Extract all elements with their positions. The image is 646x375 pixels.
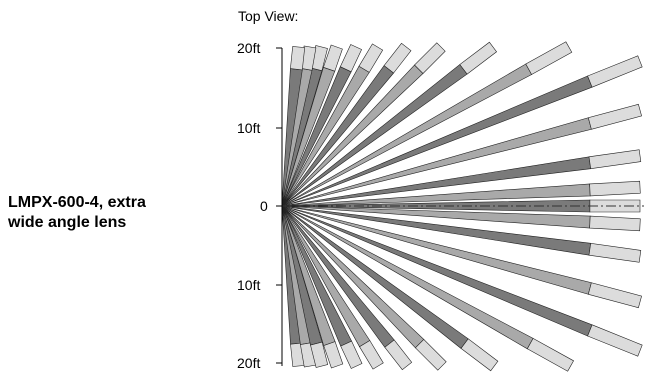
beam-tip [290, 46, 306, 71]
lens-label-line-1: LMPX-600-4, extra [8, 194, 146, 211]
beam-tip [525, 41, 573, 75]
lens-label: LMPX-600-4, extra wide angle lens [8, 193, 208, 233]
beam-tip [459, 41, 498, 75]
beam-tip [414, 42, 446, 74]
beam-tip [310, 341, 329, 368]
beam-tip [323, 341, 344, 369]
lens-label-line-2: wide angle lens [8, 214, 127, 231]
beam-tip [587, 55, 643, 88]
axis-label-20ft-bottom: 20ft [237, 355, 260, 371]
beam-tip [358, 43, 384, 73]
beam-tip [526, 337, 575, 372]
beam-tip [587, 282, 642, 309]
beam-tip [589, 180, 641, 197]
beam-tip [359, 340, 384, 370]
beam-tip [460, 338, 499, 372]
beam-tip [340, 340, 363, 369]
axis-label-10ft-top: 10ft [237, 120, 260, 136]
beam-tip [588, 149, 642, 170]
axis-label-zero: 0 [260, 198, 268, 214]
beam-tip [587, 103, 642, 130]
beam-tip [589, 215, 641, 232]
beam-tip [323, 44, 343, 72]
beam-tip [588, 242, 642, 263]
beam-tip [384, 339, 413, 371]
axis-label-10ft-bottom: 10ft [237, 277, 260, 293]
view-title: Top View: [238, 8, 299, 24]
beam-tip [339, 44, 362, 73]
axis-ticks [276, 47, 282, 364]
beam-tip [414, 338, 447, 371]
axis-label-20ft-top: 20ft [237, 40, 260, 56]
beams-layer [281, 41, 643, 372]
beam-tip [587, 324, 643, 357]
beam-tip [383, 42, 412, 74]
